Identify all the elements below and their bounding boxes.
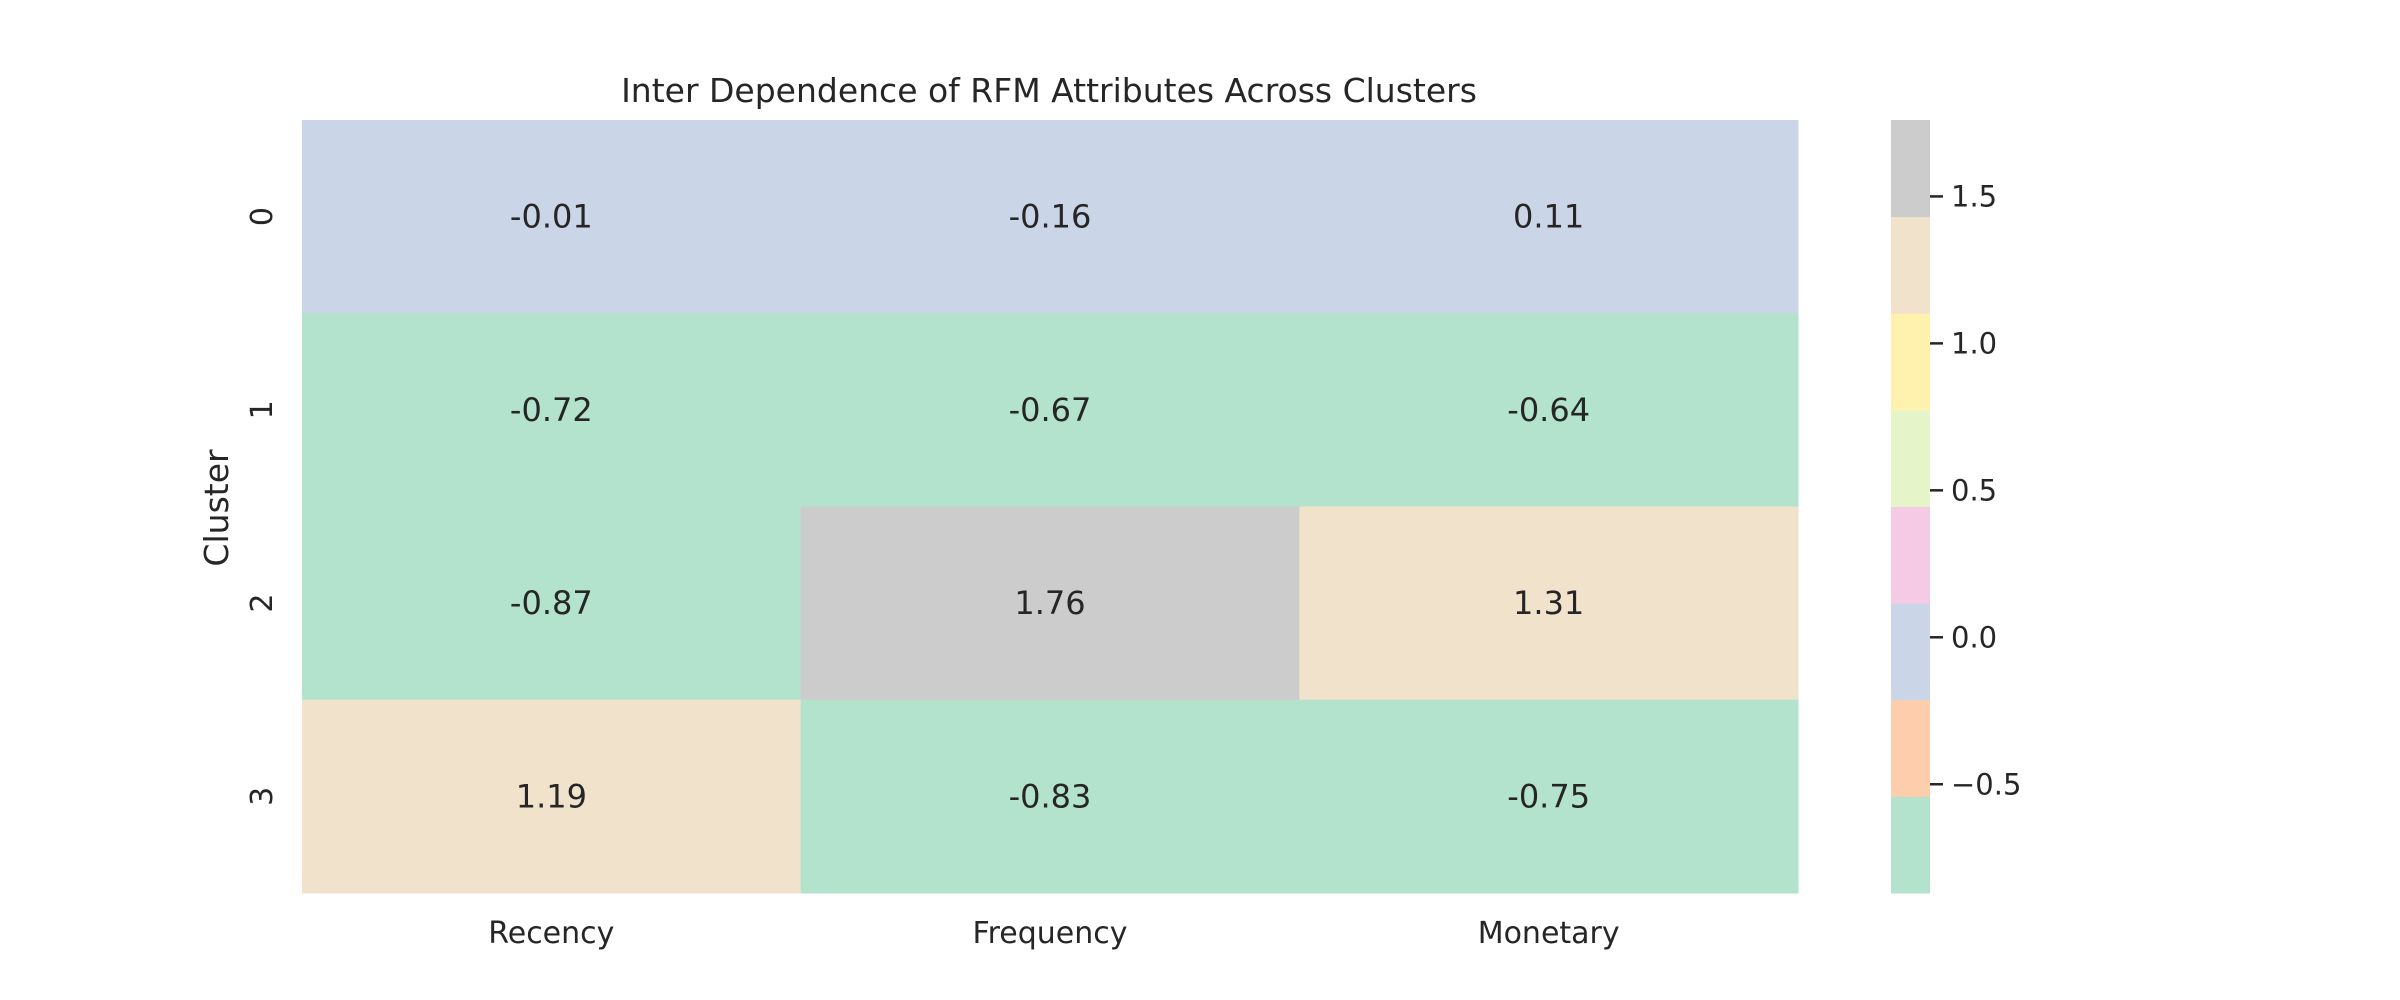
colorbar-tick-label-0: −0.5 xyxy=(1951,767,2021,801)
cell-label-1-recency: -0.72 xyxy=(510,391,593,429)
heatmap-cell-0-frequency xyxy=(800,120,1300,314)
heatmap-cell-2-frequency xyxy=(800,506,1300,701)
colorbar-segment-0 xyxy=(1891,796,1930,894)
cell-label-3-frequency: -0.83 xyxy=(1009,777,1092,815)
colorbar-tick-label-4: 1.5 xyxy=(1951,179,1997,213)
colorbar-segment-2 xyxy=(1891,603,1930,701)
heatmap-cell-0-recency xyxy=(302,120,802,314)
heatmap-cell-1-frequency xyxy=(800,313,1300,507)
heatmap-cell-2-recency xyxy=(302,506,802,701)
y-axis-label: Cluster xyxy=(197,449,236,567)
heatmap-cell-2-monetary xyxy=(1299,506,1799,701)
chart-title: Inter Dependence of RFM Attributes Acros… xyxy=(621,71,1477,110)
heatmap-cell-3-frequency xyxy=(800,699,1300,894)
cell-label-0-frequency: -0.16 xyxy=(1009,198,1092,236)
cell-label-0-recency: -0.01 xyxy=(510,198,593,236)
y-tick-1: 1 xyxy=(245,400,280,419)
cell-label-2-frequency: 1.76 xyxy=(1014,584,1085,622)
colorbar-tick-label-2: 0.5 xyxy=(1951,473,1997,507)
colorbar-tick-label-3: 1.0 xyxy=(1951,326,1997,360)
cell-label-3-recency: 1.19 xyxy=(516,777,587,815)
cell-label-0-monetary: 0.11 xyxy=(1513,198,1584,236)
y-axis-ticks: 0 1 2 3 xyxy=(245,207,280,806)
colorbar-segment-7 xyxy=(1891,120,1930,218)
colorbar-segment-1 xyxy=(1891,699,1930,797)
heatmap-cell-1-recency xyxy=(302,313,802,507)
heatmap-cell-0-monetary xyxy=(1299,120,1799,314)
x-tick-frequency: Frequency xyxy=(973,916,1128,951)
x-axis-ticks: Recency Frequency Monetary xyxy=(488,916,1619,951)
heatmap-cells xyxy=(302,120,1799,894)
colorbar-segment-4 xyxy=(1891,409,1930,507)
y-tick-2: 2 xyxy=(245,594,280,613)
colorbar-segment-6 xyxy=(1891,216,1930,314)
colorbar-ticks: −0.5 0.0 0.5 1.0 1.5 xyxy=(1930,179,2021,801)
x-tick-recency: Recency xyxy=(488,916,614,951)
y-tick-3: 3 xyxy=(245,787,280,806)
cell-label-2-recency: -0.87 xyxy=(510,584,593,622)
x-tick-monetary: Monetary xyxy=(1478,916,1620,951)
heatmap-cell-3-monetary xyxy=(1299,699,1799,894)
colorbar xyxy=(1891,120,1930,894)
colorbar-segment-3 xyxy=(1891,506,1930,604)
cell-label-1-monetary: -0.64 xyxy=(1507,391,1590,429)
cell-value-labels: -0.01 -0.16 0.11 -0.72 -0.67 -0.64 -0.87 1.76 1.… xyxy=(510,198,1590,816)
colorbar-tick-label-1: 0.0 xyxy=(1951,620,1997,654)
cell-label-2-monetary: 1.31 xyxy=(1513,584,1584,622)
colorbar-segment-5 xyxy=(1891,313,1930,411)
y-tick-0: 0 xyxy=(245,207,280,226)
cell-label-1-frequency: -0.67 xyxy=(1009,391,1092,429)
cell-label-3-monetary: -0.75 xyxy=(1507,777,1590,815)
heatmap-cell-3-recency xyxy=(302,699,802,894)
heatmap-cell-1-monetary xyxy=(1299,313,1799,507)
